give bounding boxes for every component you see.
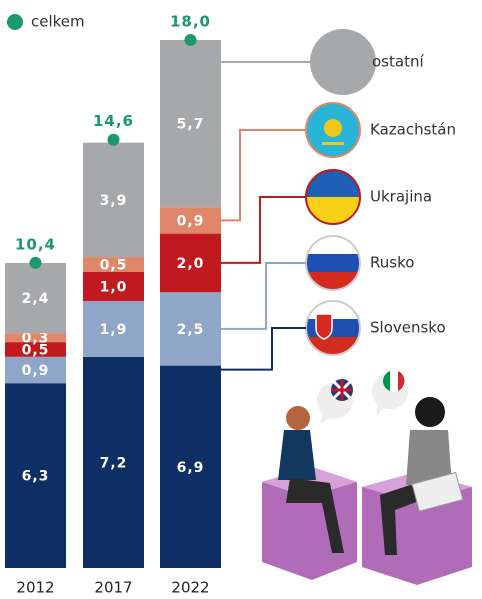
value-label: 1,0 — [100, 279, 128, 295]
legend-label: celkem — [31, 13, 85, 31]
connector — [221, 263, 306, 329]
x-tick-label: 2012 — [16, 579, 54, 597]
value-label: 5,7 — [177, 117, 205, 133]
legend-label: Ukrajina — [370, 188, 432, 206]
flags — [300, 29, 376, 361]
value-label: 6,9 — [177, 460, 205, 476]
connector — [221, 328, 306, 370]
value-label: 7,2 — [100, 455, 128, 471]
value-label: 2,4 — [22, 291, 50, 307]
total-label: 10,4 — [15, 235, 56, 253]
legend-label: ostatní — [372, 53, 424, 71]
connector — [221, 130, 306, 220]
total-label: 14,6 — [93, 112, 134, 130]
value-label: 3,9 — [100, 193, 128, 209]
total-label: 18,0 — [170, 13, 211, 31]
value-label: 0,5 — [100, 257, 128, 273]
value-label: 0,9 — [177, 213, 205, 229]
legend-label: Kazachstán — [370, 121, 456, 139]
legend-label: Rusko — [370, 254, 414, 272]
total-marker — [108, 134, 120, 146]
chart: 6,30,90,50,32,4201210,47,21,91,00,53,920… — [0, 0, 482, 599]
total-marker — [185, 34, 197, 46]
legend-label: Slovensko — [370, 319, 446, 337]
value-label: 6,3 — [22, 469, 50, 485]
value-label: 2,5 — [177, 322, 205, 338]
illustration — [262, 370, 472, 585]
total-marker — [30, 257, 42, 269]
connector — [221, 197, 306, 263]
x-tick-label: 2022 — [171, 579, 209, 597]
x-tick-label: 2017 — [94, 579, 132, 597]
value-label: 2,0 — [177, 256, 205, 272]
value-label: 1,9 — [100, 322, 128, 338]
legend-marker — [7, 14, 23, 30]
flag-other — [310, 29, 376, 95]
value-label: 0,9 — [22, 363, 50, 379]
